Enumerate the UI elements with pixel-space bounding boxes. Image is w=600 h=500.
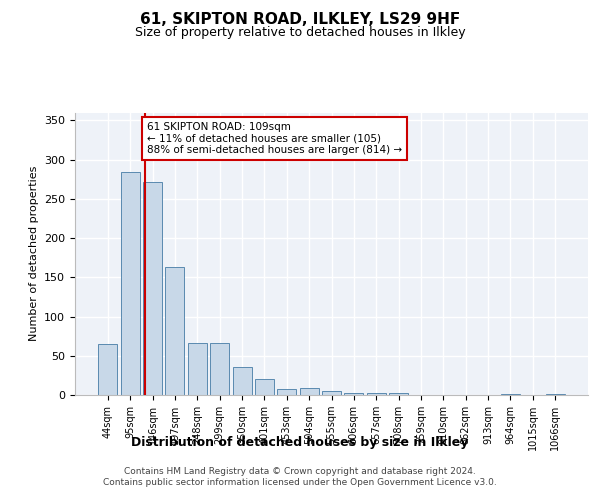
- Bar: [210, 343, 229, 395]
- Text: Size of property relative to detached houses in Ilkley: Size of property relative to detached ho…: [134, 26, 466, 39]
- Bar: [98, 344, 118, 395]
- Bar: [367, 392, 386, 395]
- Text: Distribution of detached houses by size in Ilkley: Distribution of detached houses by size …: [131, 436, 469, 449]
- Bar: [188, 343, 207, 395]
- Bar: [545, 394, 565, 395]
- Bar: [277, 388, 296, 395]
- Bar: [501, 394, 520, 395]
- Bar: [233, 367, 251, 395]
- Text: 61 SKIPTON ROAD: 109sqm
← 11% of detached houses are smaller (105)
88% of semi-d: 61 SKIPTON ROAD: 109sqm ← 11% of detache…: [147, 122, 402, 155]
- Bar: [255, 378, 274, 395]
- Bar: [121, 172, 140, 395]
- Bar: [344, 392, 364, 395]
- Bar: [322, 391, 341, 395]
- Y-axis label: Number of detached properties: Number of detached properties: [29, 166, 38, 342]
- Bar: [166, 267, 184, 395]
- Bar: [389, 394, 408, 395]
- Bar: [143, 182, 162, 395]
- Text: 61, SKIPTON ROAD, ILKLEY, LS29 9HF: 61, SKIPTON ROAD, ILKLEY, LS29 9HF: [140, 12, 460, 28]
- Bar: [299, 388, 319, 395]
- Text: Contains HM Land Registry data © Crown copyright and database right 2024.
Contai: Contains HM Land Registry data © Crown c…: [103, 468, 497, 487]
